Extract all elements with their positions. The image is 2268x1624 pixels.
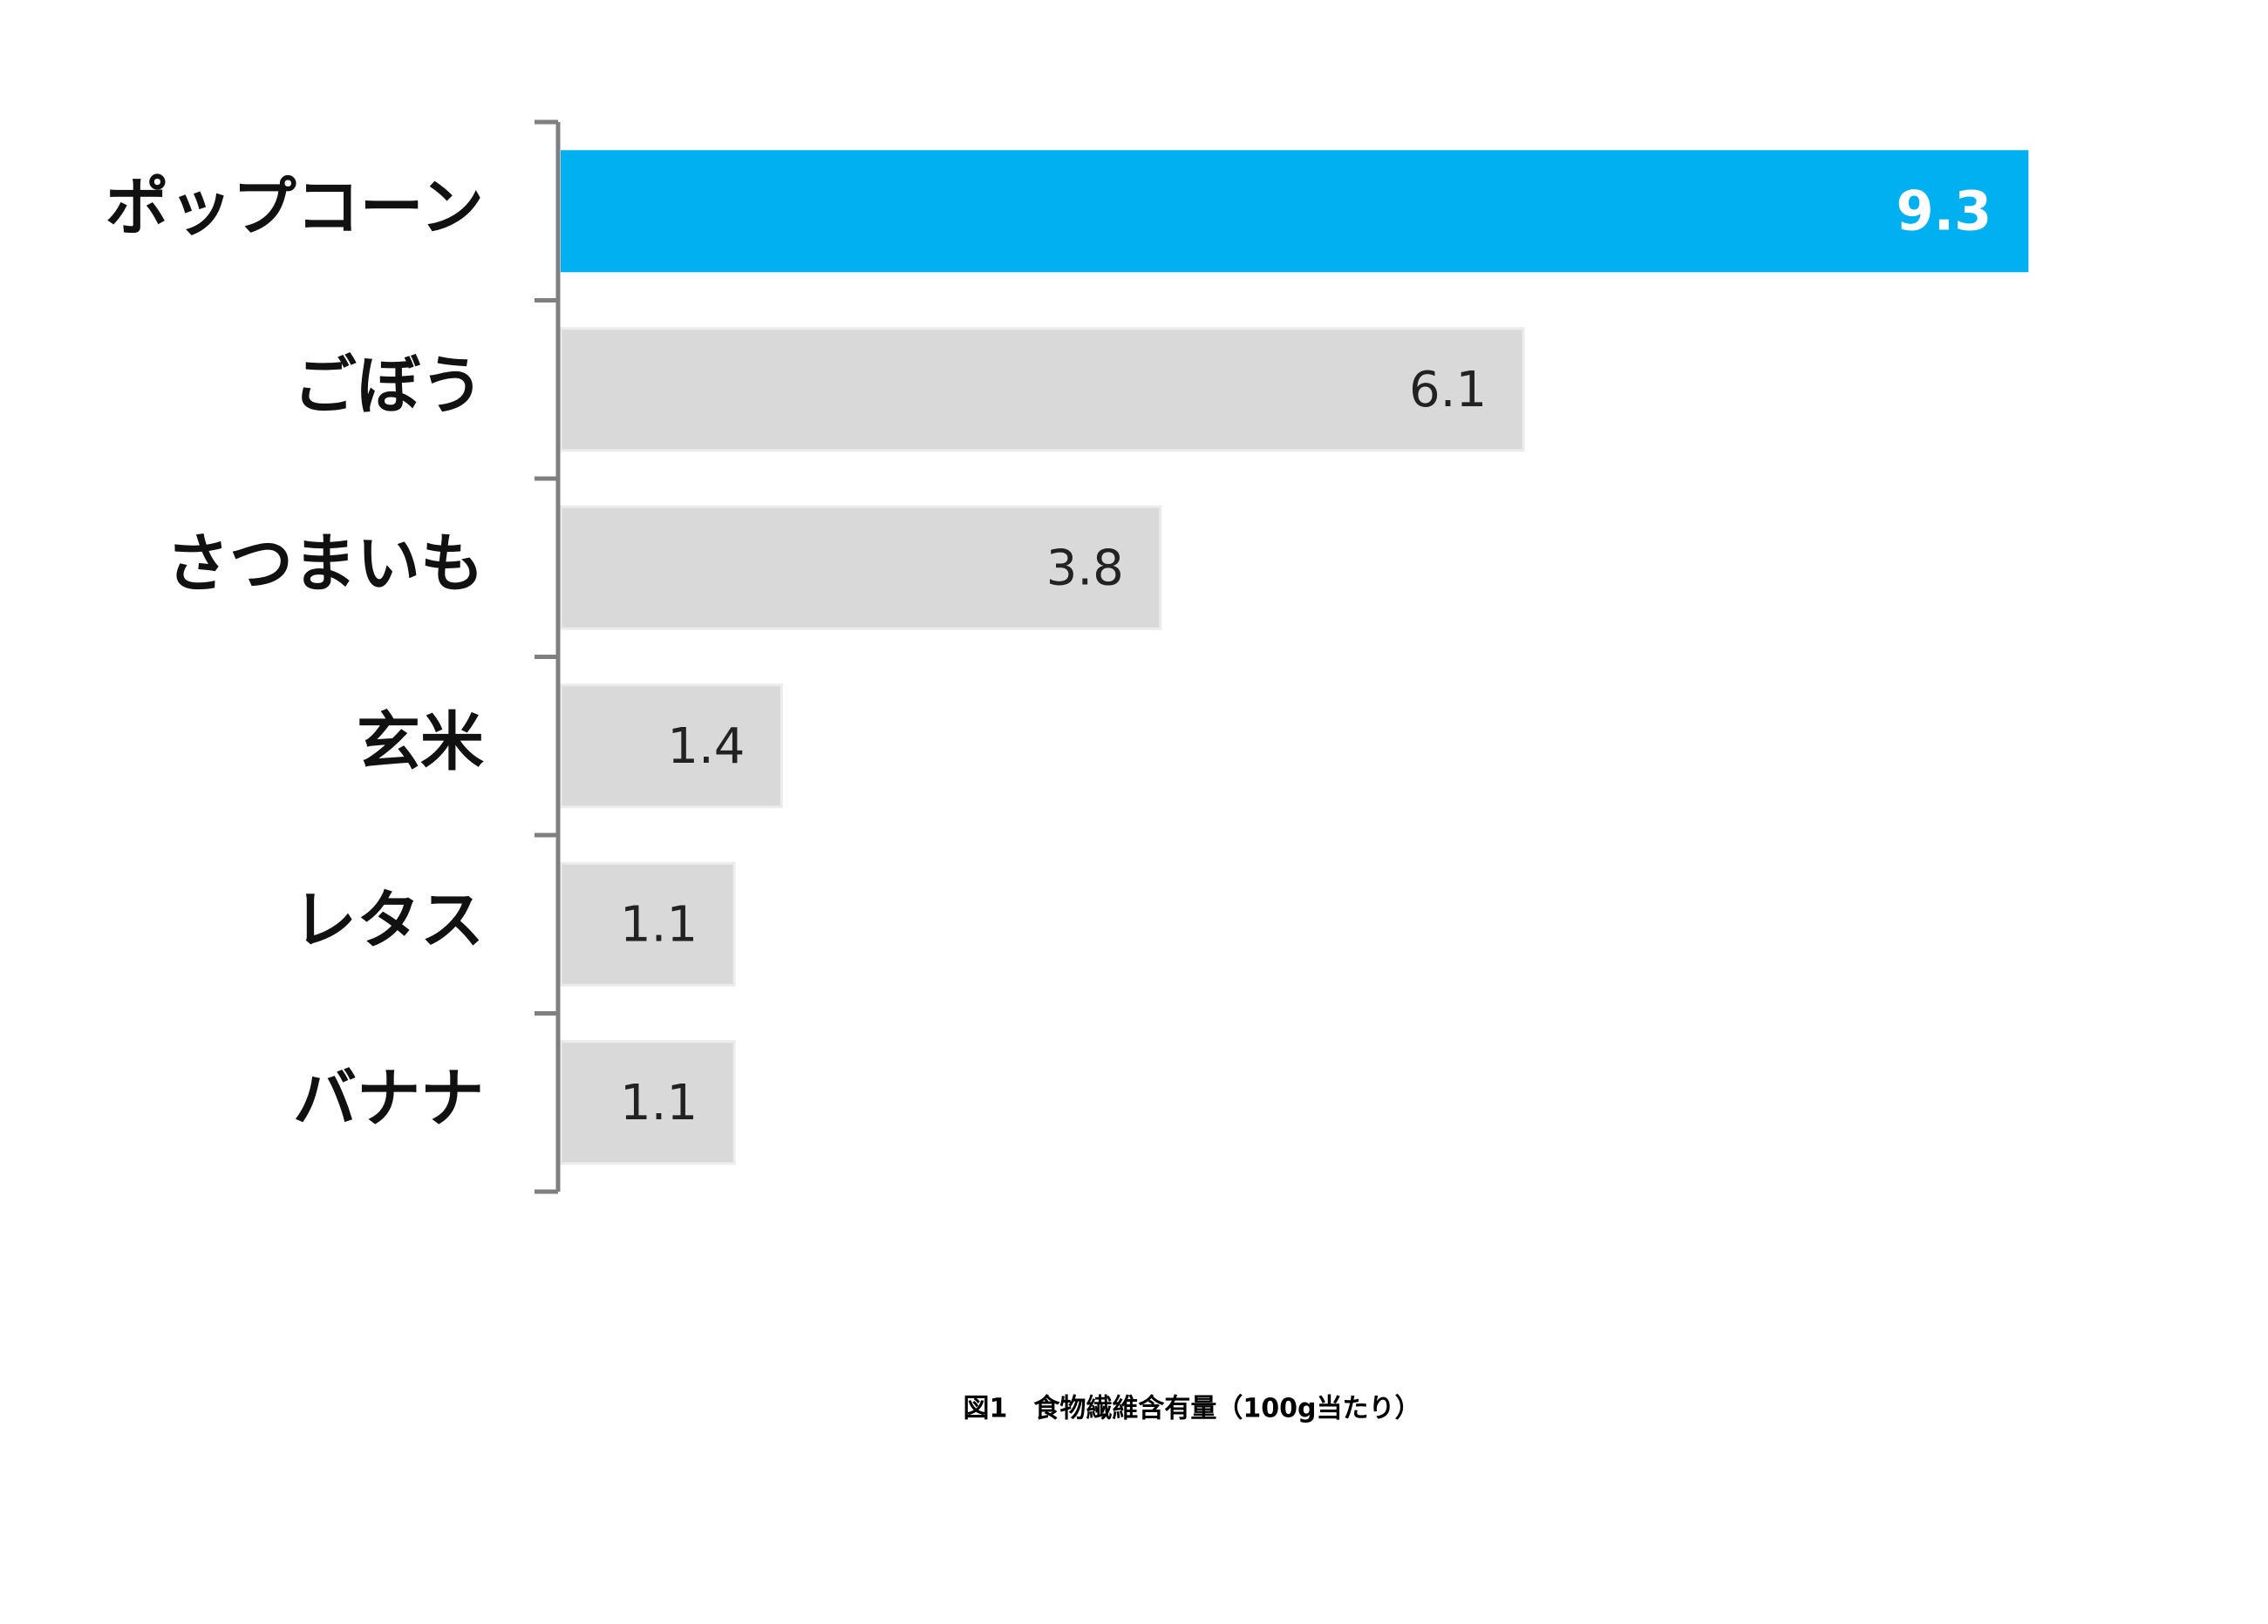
bar [561,150,2029,273]
category-label: さつまいも [166,527,484,601]
value-label: 9.3 [1896,179,1992,242]
bar [559,505,1162,630]
value-label: 6.1 [1409,362,1487,418]
category-label: 玄米 [357,705,484,779]
bar [559,1040,736,1165]
bar [559,683,783,809]
bar [559,861,736,987]
category-label: レタス [293,883,484,957]
chart-title: 図1 食物繊維含有量（100g当たり） [964,1394,1421,1424]
value-label: 1.1 [620,1075,698,1131]
category-label: ごぼう [293,349,484,423]
value-label: 1.4 [667,718,745,775]
value-label: 3.8 [1046,540,1124,596]
bar [559,327,1525,452]
category-label: ポップコーン [106,170,484,244]
category-label: バナナ [293,1062,484,1136]
value-label: 1.1 [620,896,698,953]
